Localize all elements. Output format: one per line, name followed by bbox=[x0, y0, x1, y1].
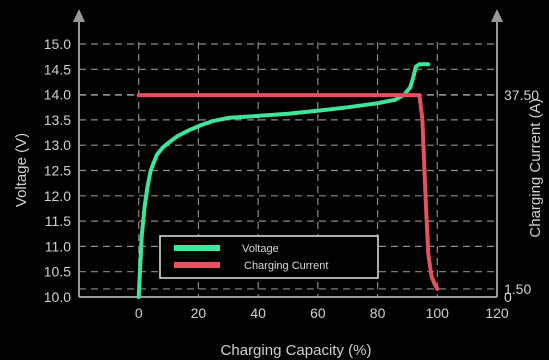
x-tick-label: 60 bbox=[310, 305, 326, 321]
axes bbox=[73, 9, 503, 298]
x-tick-label: 120 bbox=[485, 305, 509, 321]
y-tick-label: 15.0 bbox=[44, 36, 71, 52]
y-axis-title: Voltage (V) bbox=[13, 133, 30, 207]
x-axis-title: Charging Capacity (%) bbox=[221, 342, 372, 359]
y-tick-label: 14.0 bbox=[44, 87, 71, 103]
y-tick-label: 13.5 bbox=[44, 112, 71, 128]
y-tick-label: 11.5 bbox=[45, 213, 71, 229]
y-tick-label: 11.0 bbox=[45, 238, 71, 254]
y2-axis-title: Charging Current (A) bbox=[527, 98, 544, 237]
tick-labels: 10.0 10.5 11.0 11.5 12.0 12.5 13.0 13.5 14.0 14.5… bbox=[44, 36, 539, 321]
y-tick-label: 12.5 bbox=[44, 163, 71, 179]
series-line-charging-current bbox=[136, 93, 440, 291]
y-tick-label: 12.0 bbox=[44, 188, 71, 204]
y2-tick-label: 37.50 bbox=[504, 87, 539, 103]
series-line-voltage bbox=[136, 62, 431, 299]
legend-box bbox=[159, 235, 379, 279]
y-tick-label: 10.0 bbox=[44, 289, 71, 305]
x-tick-label: 80 bbox=[370, 305, 386, 321]
y2-tick-label: 1.50 bbox=[504, 281, 531, 297]
y2-tick-label: 0 bbox=[504, 289, 512, 305]
series-layer bbox=[136, 62, 440, 299]
legend-label: Charging Current bbox=[244, 260, 328, 272]
y-tick-label: 14.5 bbox=[44, 61, 71, 77]
y2-axis-arrow bbox=[491, 9, 503, 22]
x-tick-label: 0 bbox=[135, 305, 143, 321]
legend: Voltage Charging Current bbox=[159, 235, 379, 279]
legend-label: Voltage bbox=[242, 243, 279, 255]
x-tick-label: 40 bbox=[250, 305, 266, 321]
y-tick-label: 10.5 bbox=[44, 264, 71, 280]
x-tick-label: 20 bbox=[191, 305, 207, 321]
x-tick-label: 100 bbox=[426, 305, 450, 321]
y-axis-arrow bbox=[73, 9, 85, 22]
y-tick-label: 13.0 bbox=[44, 137, 71, 153]
